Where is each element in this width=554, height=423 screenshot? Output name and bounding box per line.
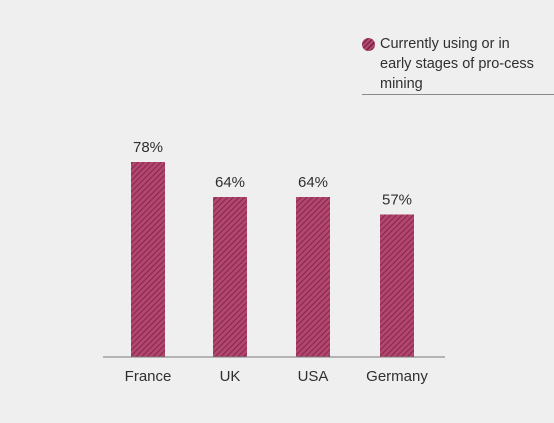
bars-group: 78% France 64% UK 64% USA 57% Germany <box>125 139 429 385</box>
category-label-germany: Germany <box>366 368 428 385</box>
value-label-germany: 57% <box>382 192 412 209</box>
bar-germany <box>380 214 414 357</box>
bar-usa <box>296 197 330 357</box>
bar-france <box>131 162 165 357</box>
category-label-france: France <box>125 368 172 385</box>
value-label-france: 78% <box>133 139 163 156</box>
category-label-uk: UK <box>220 368 241 385</box>
legend-label: Currently using or in early stages of pr… <box>380 36 534 92</box>
legend-swatch <box>362 38 375 51</box>
bar-uk <box>213 197 247 357</box>
category-label-usa: USA <box>298 368 329 385</box>
value-label-uk: 64% <box>215 174 245 191</box>
legend: Currently using or in early stages of pr… <box>362 34 554 95</box>
value-label-usa: 64% <box>298 174 328 191</box>
